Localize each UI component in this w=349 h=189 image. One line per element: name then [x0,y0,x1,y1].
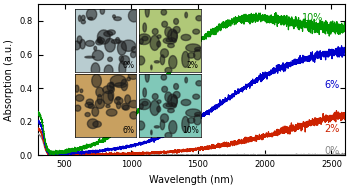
Y-axis label: Absorption (a.u.): Absorption (a.u.) [4,39,14,121]
Text: 2%: 2% [324,124,340,134]
Text: 10%: 10% [302,13,324,23]
Text: 6%: 6% [324,80,340,90]
Text: 0%: 0% [324,146,340,156]
X-axis label: Wavelength (nm): Wavelength (nm) [149,175,233,185]
